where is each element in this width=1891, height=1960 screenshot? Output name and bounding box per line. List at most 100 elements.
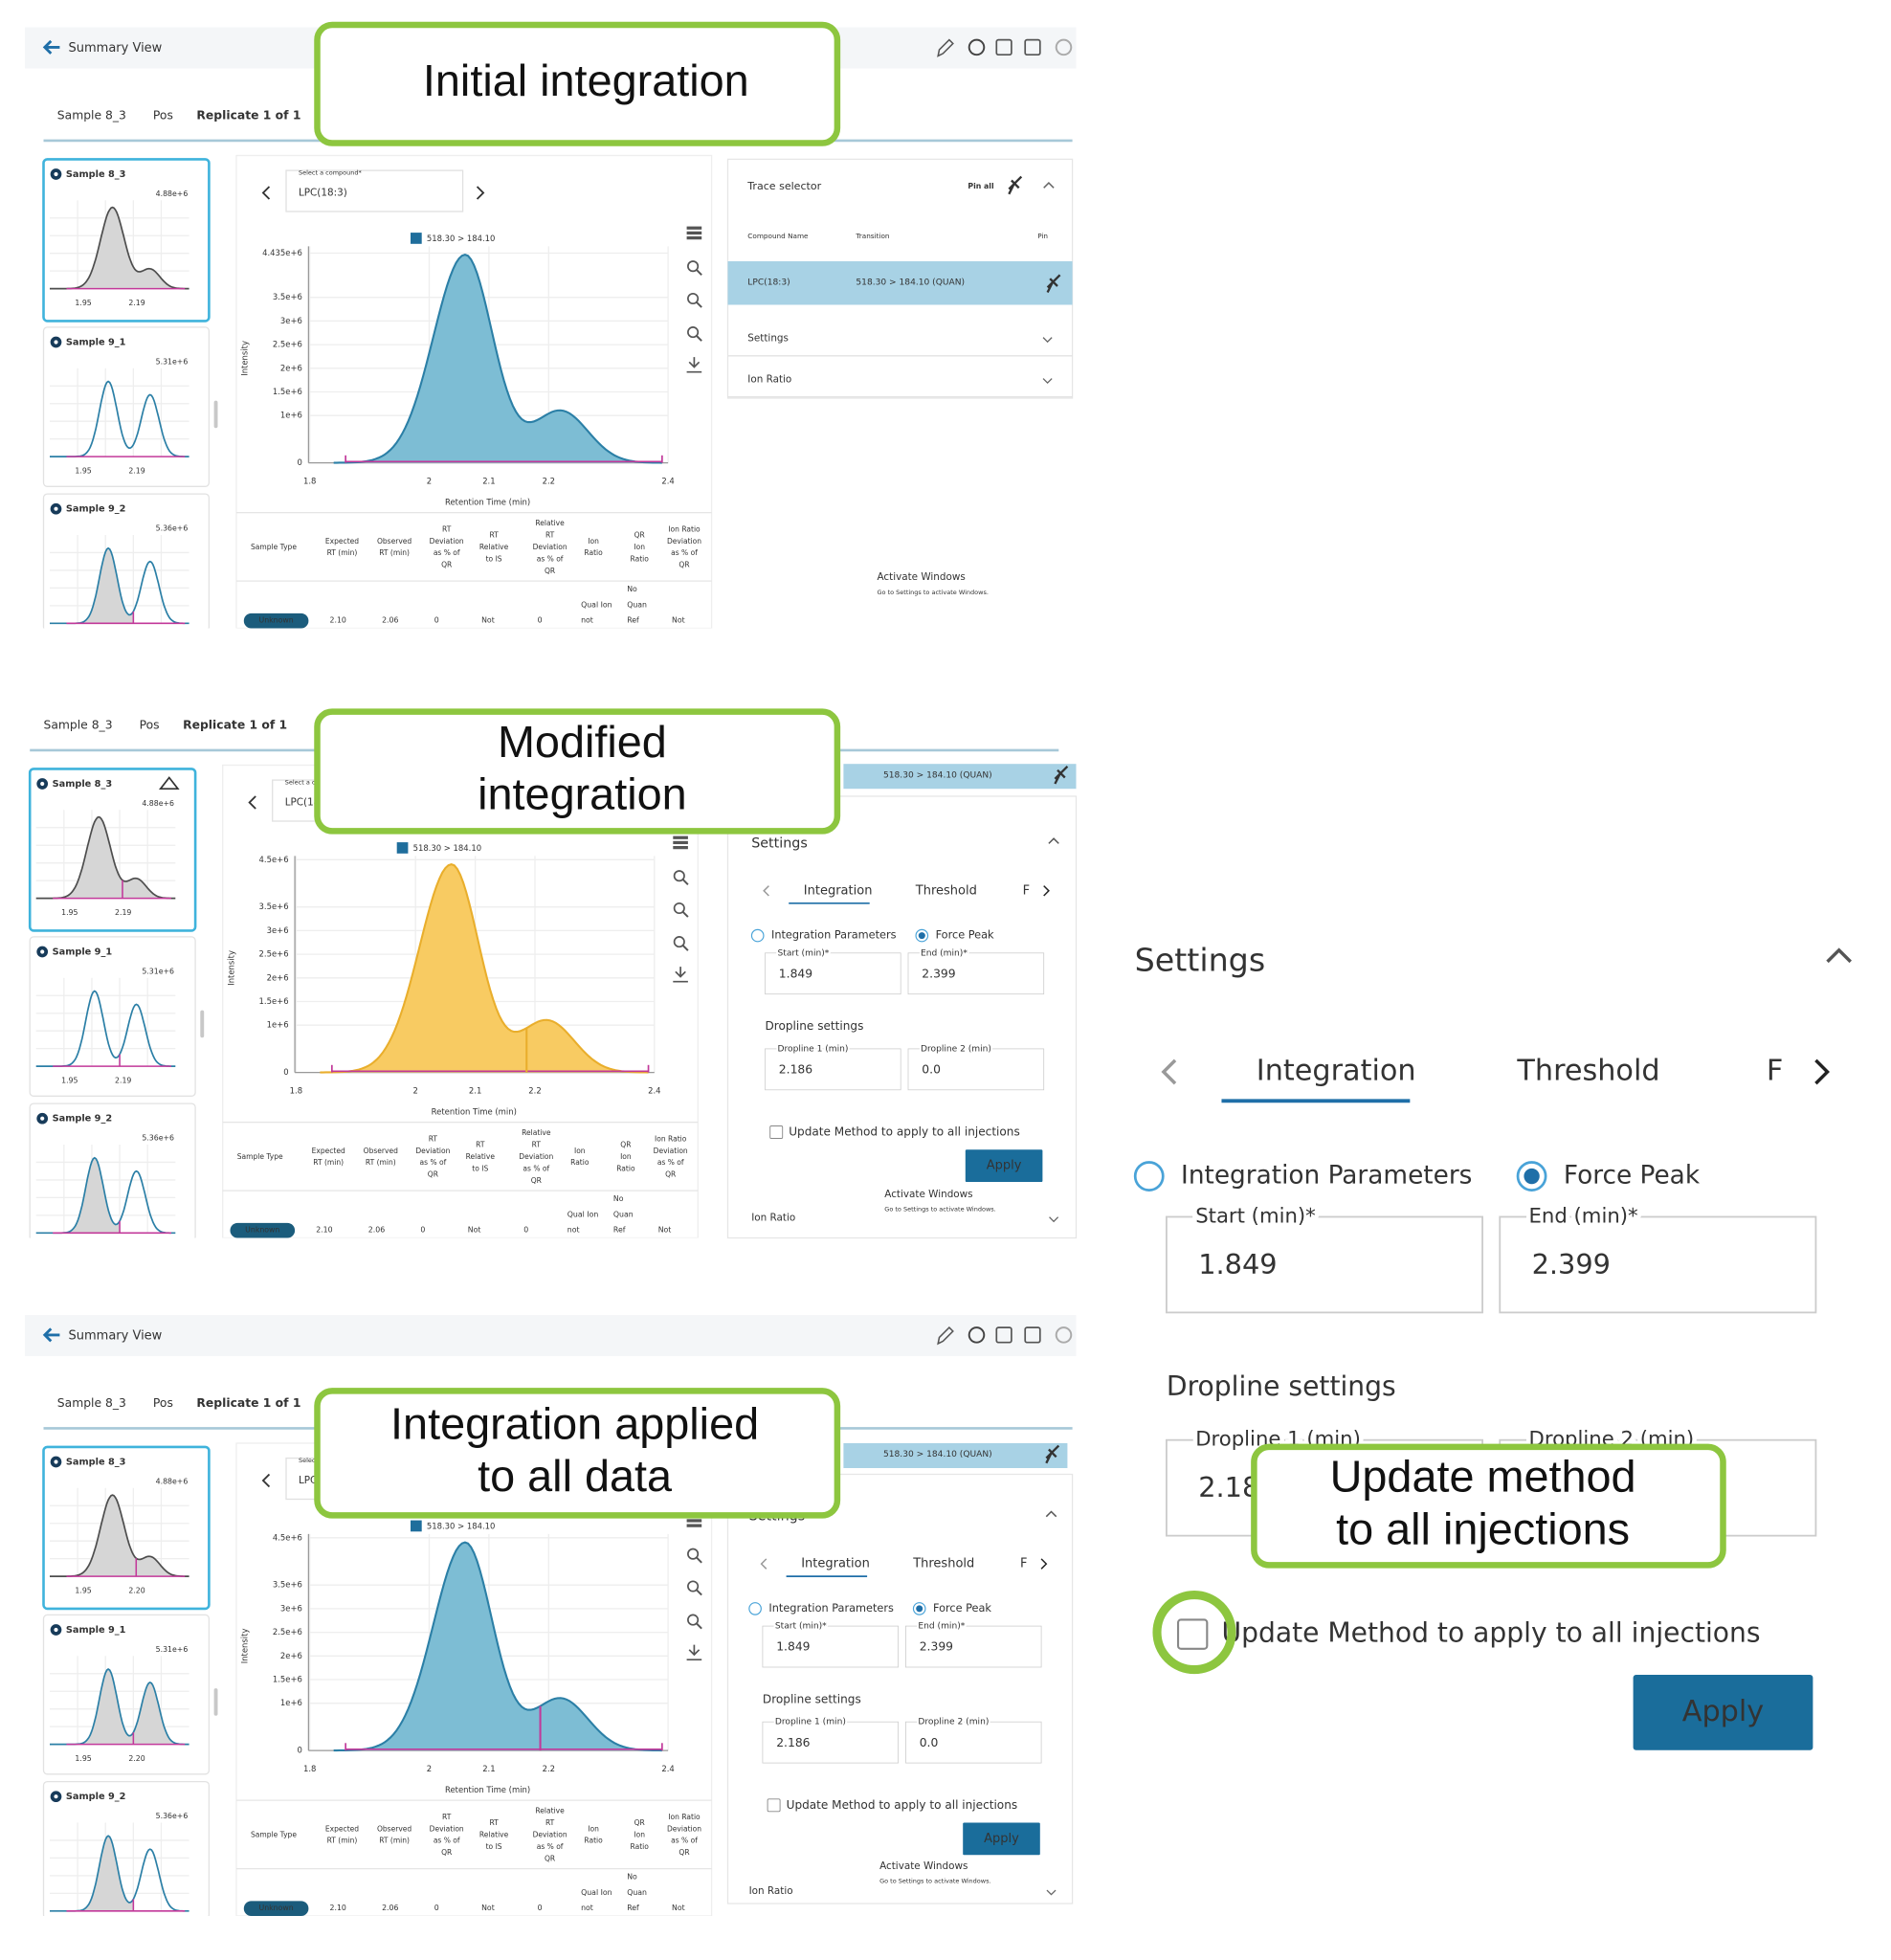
watermark: Activate Windows [877, 571, 965, 583]
x-tick-label: 2.4 [648, 1086, 660, 1096]
save-icon [995, 38, 1012, 56]
table-header: as % of [671, 1837, 698, 1845]
watermark-note: Go to Settings to activate Windows. [879, 1878, 990, 1885]
x-tick-label: 2 [427, 477, 432, 486]
replicate-label: Replicate 1 of 1 [196, 1396, 300, 1410]
x-tick-label: 2.2 [543, 1764, 555, 1773]
callout-text: to all data [478, 1451, 673, 1501]
settings-panel: SettingsIntegrationThresholdFIntegration… [748, 1509, 1057, 1897]
table-cell: 2.06 [382, 616, 398, 625]
y-tick-label: 2.5e+6 [259, 949, 289, 959]
x-tick-label: 2.1 [482, 1764, 495, 1773]
polarity-label: Pos [153, 108, 173, 122]
y-axis-label: Intensity [226, 950, 235, 986]
table-header: RT [442, 524, 452, 533]
replicate-label: Replicate 1 of 1 [196, 108, 300, 122]
watermark: Activate Windows [884, 1189, 972, 1200]
table-header: Observed [377, 1824, 412, 1833]
zoom-icon [687, 292, 700, 305]
thumbnail-tick: 1.95 [75, 299, 91, 307]
table-cell: Not [658, 1226, 672, 1235]
table-header: Ion [620, 1152, 632, 1161]
y-tick-label: 3e+6 [267, 925, 289, 935]
table-cell: Qual Ion [581, 600, 612, 609]
table-header: Observed [377, 537, 412, 546]
input-box [1499, 1215, 1817, 1314]
input-box [765, 952, 901, 995]
table-header: Observed [364, 1147, 398, 1155]
input-value: 0.0 [922, 1063, 941, 1077]
thumbnail-fill [70, 547, 134, 624]
legend-swatch [410, 1520, 422, 1532]
zoom-icon [673, 870, 685, 882]
table-header: as % of [671, 548, 698, 557]
thumbnail-card [42, 1445, 211, 1611]
table-header: Deviation [415, 1147, 450, 1155]
sample-tab: Sample 8_3 [44, 718, 113, 731]
thumbnail-tick: 1.95 [75, 1587, 91, 1595]
settings-tab: Integration [1257, 1055, 1416, 1088]
callout-box [1251, 1443, 1726, 1569]
chevron-icon [1043, 885, 1050, 897]
y-tick-label: 0 [283, 1067, 288, 1077]
x-tick-label: 2.2 [528, 1086, 541, 1096]
x-tick-label: 1.8 [303, 477, 316, 486]
transition-label: 518.30 > 184.10 (QUAN) [883, 1450, 992, 1459]
table-cell: Quan [627, 600, 647, 609]
table-cell: Ref [627, 616, 639, 625]
table-header: RT [532, 1141, 542, 1149]
table-header: Sample Type [251, 543, 297, 551]
thumbnail-max: 4.88e+6 [142, 799, 174, 808]
legend-swatch [410, 233, 422, 244]
peak-area [345, 1542, 662, 1751]
table-header: Ion Ratio [668, 1813, 701, 1821]
y-tick-label: 4.5e+6 [273, 1532, 302, 1542]
settings-tab: Threshold [915, 883, 977, 898]
transition-label: 518.30 > 184.10 (QUAN) [883, 770, 992, 780]
menu-icon [686, 235, 702, 240]
sample-type-value: Unknown [245, 1226, 279, 1235]
input-box [762, 1625, 899, 1668]
thumbnail-max: 5.31e+6 [156, 357, 189, 366]
thumbnail-tick: 2.19 [128, 467, 145, 476]
input-box [762, 1721, 899, 1764]
peak-trace [333, 254, 662, 464]
table-header: Ratio [584, 548, 603, 557]
dropline-title: Dropline settings [766, 1019, 864, 1033]
thumbnail-max: 4.88e+6 [156, 189, 189, 198]
figure-content: Summary View Sample 8_3 Pos Replicate 1 of … [25, 21, 1852, 1916]
thumbnail-tick: 2.19 [115, 1077, 131, 1085]
sample-thumbnail: Sample 9_1 5.31e+6 1.95 2.19 [42, 326, 211, 487]
zoom-handle [696, 269, 702, 276]
column-header: Compound Name [747, 232, 809, 240]
zoom-icon [673, 902, 685, 915]
table-header: RT (min) [379, 548, 410, 557]
radio-selected [918, 932, 925, 940]
table-cell: 0 [538, 616, 543, 625]
pin-icon [1046, 274, 1061, 294]
table-header: Relative [479, 1830, 509, 1838]
apply-button [1633, 1675, 1813, 1750]
screenshot-panel: Summary View Sample 8_3 Pos Replicate 1 of … [25, 27, 1077, 629]
radio-label: Force Peak [933, 1602, 991, 1615]
thumbnail-tick: 1.95 [61, 1077, 78, 1085]
table-cell: 2.06 [382, 1904, 398, 1912]
chevron-icon [760, 1558, 768, 1570]
table-header: Deviation [519, 1152, 553, 1161]
thumbnail-name: Sample 9_2 [66, 1792, 126, 1802]
chart-frame [235, 154, 713, 629]
table-cell: Not [481, 616, 495, 625]
thumbnail-tick: 1.95 [75, 1754, 91, 1763]
x-tick-label: 2 [413, 1086, 418, 1096]
history-icon [968, 38, 986, 56]
thumbnail-card [42, 326, 211, 487]
table-cell: Not [672, 616, 685, 625]
table-cell: Quan [613, 1210, 634, 1218]
peak-area [345, 255, 662, 463]
menu-icon [673, 840, 688, 845]
results-content: Summary View Sample 8_3 Pos Replicate 1 of … [25, 27, 1077, 629]
sample-thumbnail: Sample 9_2 5.36e+6 [42, 1780, 211, 1916]
callout-text: to all injections [1336, 1503, 1630, 1553]
